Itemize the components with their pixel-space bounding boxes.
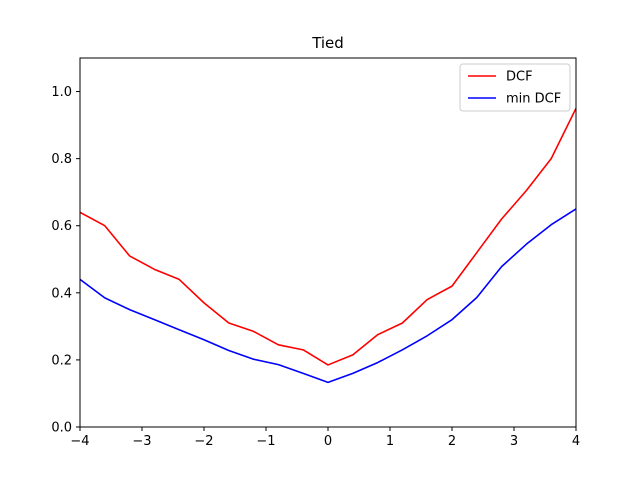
series-line-dcf — [80, 107, 576, 366]
legend-label-min-dcf: min DCF — [506, 92, 561, 107]
chart-title: Tied — [311, 34, 344, 52]
legend: DCF min DCF — [459, 63, 571, 112]
x-tick-label: −1 — [256, 434, 275, 449]
x-tick-label: 1 — [386, 434, 394, 449]
plot-area — [80, 107, 576, 384]
x-tick-label: 2 — [448, 434, 456, 449]
x-tick-label: 3 — [510, 434, 518, 449]
x-tick-label: 4 — [572, 434, 580, 449]
x-tick-label: −3 — [132, 434, 151, 449]
y-tick-label: 0.6 — [51, 219, 72, 234]
series-line-min-dcf — [80, 208, 576, 384]
y-tick-label: 1.0 — [51, 85, 72, 100]
y-tick-label: 0.0 — [51, 421, 72, 436]
x-tick-label: −4 — [70, 434, 89, 449]
y-tick-label: 0.8 — [51, 152, 72, 167]
y-tick-label: 0.2 — [51, 353, 72, 368]
x-tick-label: 0 — [324, 434, 332, 449]
y-tick-label: 0.4 — [51, 286, 72, 301]
x-tick-label: −2 — [194, 434, 213, 449]
legend-label-dcf: DCF — [506, 70, 533, 85]
